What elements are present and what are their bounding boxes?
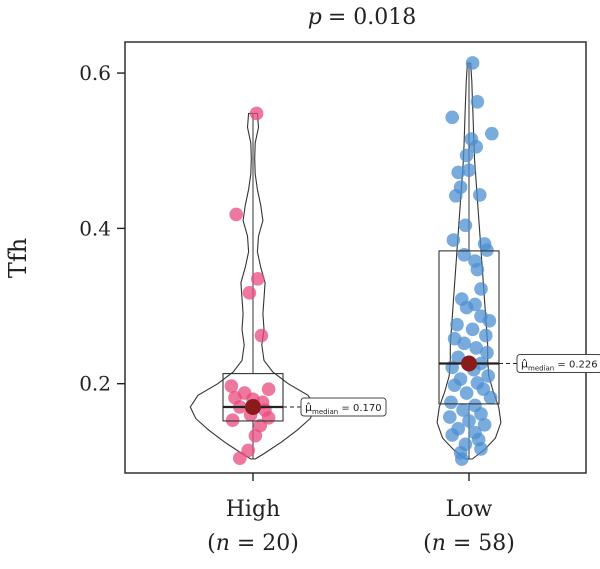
group-low-point [482, 313, 497, 328]
group-high-point [224, 379, 239, 393]
y-axis-label: Tfh [4, 238, 32, 278]
group-high-point [250, 272, 265, 286]
group-low-point [459, 148, 474, 163]
group-low-point [473, 188, 487, 202]
group-low-point [477, 237, 492, 251]
group-high-point [225, 413, 240, 427]
group-low-point [479, 328, 493, 343]
group-low-point [447, 378, 462, 393]
group-high-point [242, 286, 257, 300]
group-low-point [485, 126, 499, 141]
group-low-point [470, 94, 485, 109]
y-tick-label: 0.2 [79, 372, 111, 396]
group-low-point [449, 188, 463, 203]
group-low-point [455, 452, 469, 466]
group-low-point [483, 390, 498, 405]
group-low-point [459, 300, 474, 315]
group-low-point [459, 386, 474, 400]
group-high-point [248, 428, 263, 443]
group-low-point [457, 336, 472, 351]
group-high-median-label-box [300, 397, 387, 417]
group-low-point [443, 410, 457, 424]
group-low-box [438, 250, 500, 405]
group-low-point [481, 369, 496, 383]
group-high-box [222, 373, 284, 422]
y-tick-label: 0.6 [79, 61, 111, 85]
group-high-point [254, 328, 269, 343]
group-high-violin [189, 112, 317, 460]
group-high-point [253, 418, 267, 433]
group-low-point [451, 165, 466, 180]
group-low-point [462, 163, 476, 177]
group-low-point [480, 345, 494, 360]
group-low-point [458, 218, 473, 233]
group-high-point [249, 106, 264, 121]
group-low-point [450, 317, 464, 332]
y-tick-label: 0.4 [79, 216, 111, 240]
x-tick-label: High [226, 497, 280, 522]
group-low-median-label: μ̂median = 0.226 [521, 358, 598, 373]
group-high-median-label: μ̂median = 0.170 [305, 401, 382, 416]
group-n-label: (n = 58) [423, 531, 515, 556]
group-low-point [469, 140, 484, 154]
group-low-point [456, 403, 470, 417]
group-low-point [469, 341, 484, 355]
group-low-point [474, 282, 488, 296]
group-n-label: (n = 20) [207, 531, 299, 556]
group-low-point [445, 428, 460, 442]
group-low-point [444, 395, 458, 410]
group-high-median-marker [245, 398, 261, 415]
group-high-point [229, 207, 243, 222]
group-low-point [470, 262, 485, 277]
group-low-median-label-box [516, 354, 600, 374]
chart-title: p = 0.018 [308, 5, 417, 30]
group-low-point [465, 56, 480, 70]
plot-area: 0.2 0.4 0.6 High (n = 20) μ̂median = 0.170 Low… [79, 41, 600, 556]
group-low-point [446, 233, 461, 247]
x-tick-label: Low [446, 497, 493, 522]
group-low-point [445, 110, 460, 125]
group-low-point [474, 407, 488, 421]
group-high-point [233, 451, 247, 466]
group-low-point [465, 322, 480, 337]
group-low-point [462, 414, 476, 428]
group-low-median-marker [461, 355, 477, 372]
group-high-point [261, 382, 276, 396]
plot-frame [124, 41, 587, 474]
group-low-point [474, 442, 488, 456]
group-low-point [477, 418, 492, 432]
